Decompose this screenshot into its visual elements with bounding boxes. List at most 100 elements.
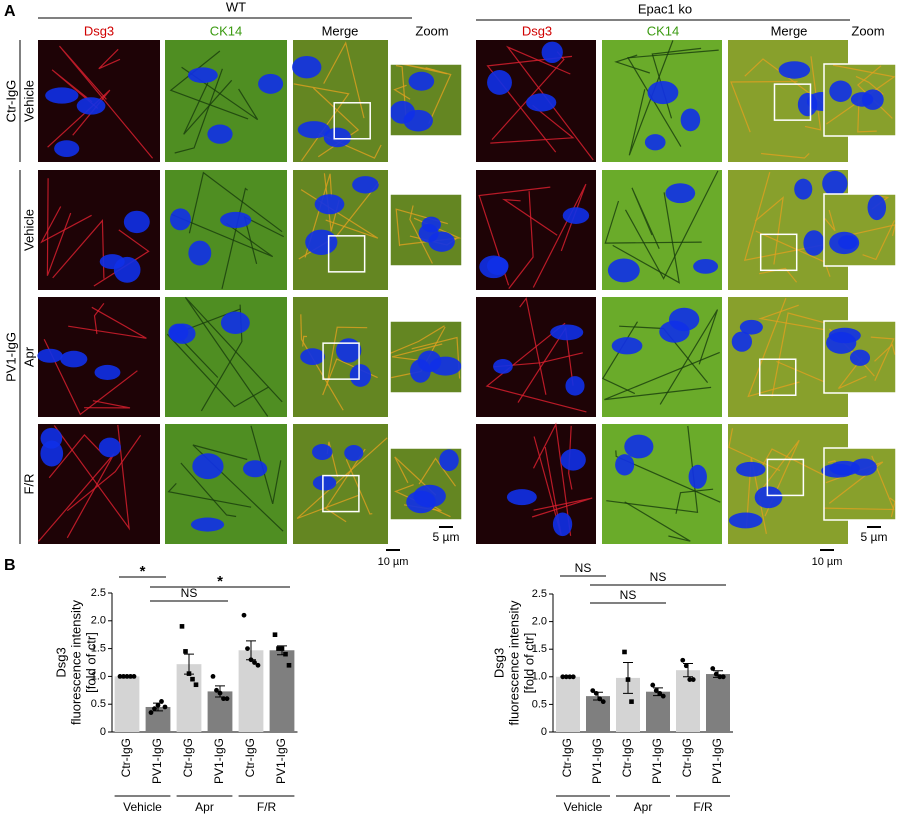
data-point (283, 651, 288, 657)
nucleus (754, 486, 783, 509)
micrograph-glow (165, 40, 287, 162)
nucleus (188, 240, 212, 266)
bar (706, 674, 730, 732)
cell-border (754, 196, 784, 265)
cell-border (47, 89, 111, 148)
cell-border (606, 425, 699, 513)
nucleus (323, 127, 352, 148)
nucleus (562, 207, 590, 224)
x-tick-label: Ctr-IgG (119, 738, 133, 777)
cell-border (743, 172, 834, 261)
nucleus (352, 176, 379, 194)
significance-label: NS (620, 588, 637, 602)
cell-border (40, 206, 92, 244)
nucleus (493, 359, 513, 374)
cell-border (824, 455, 895, 511)
data-point (131, 674, 137, 679)
cell-border (485, 322, 587, 413)
zoom-frame (823, 63, 897, 137)
cell-border (93, 302, 105, 335)
x-tick-label: PV1-IgG (274, 738, 288, 784)
nucleus (408, 71, 435, 91)
nucleus (526, 93, 557, 112)
y-axis-label: fluorescence intensity (68, 599, 83, 725)
y-tick-label: 0.5 (91, 698, 106, 710)
nucleus (300, 348, 325, 366)
y-tick-label: 2.5 (532, 588, 547, 600)
column-label: CK14 (647, 23, 680, 38)
group-label: F/R (693, 800, 713, 814)
y-axis-label: [fold of ctr] (521, 633, 536, 694)
y-tick-label: 0.5 (532, 698, 547, 710)
x-tick-label: PV1-IgG (710, 738, 724, 784)
nucleus (615, 454, 635, 476)
panel-label: A (4, 3, 16, 20)
cell-border (857, 65, 893, 119)
x-tick-label: PV1-IgG (650, 738, 664, 784)
nucleus (40, 427, 63, 449)
cell-border (326, 326, 368, 386)
nucleus (297, 121, 331, 139)
nucleus (312, 475, 337, 491)
nucleus (826, 331, 857, 354)
data-point (650, 682, 656, 688)
cell-border (568, 425, 573, 490)
x-tick-label: Ctr-IgG (243, 738, 257, 777)
y-tick-label: 1.0 (532, 671, 547, 683)
nucleus (190, 517, 225, 532)
data-point (221, 696, 226, 702)
nucleus (258, 73, 284, 94)
cell-border (394, 456, 437, 496)
cell-border (631, 187, 660, 249)
data-point (186, 671, 192, 676)
nucleus (565, 376, 585, 396)
data-point (224, 696, 230, 702)
data-point (183, 649, 188, 654)
data-point (653, 688, 659, 693)
data-point (155, 702, 161, 708)
cell-border (624, 170, 719, 280)
cell-border (169, 50, 249, 120)
row-label: F/R (21, 474, 36, 495)
cell-border (183, 79, 233, 135)
data-point (687, 677, 693, 682)
nucleus (220, 211, 252, 229)
data-point (152, 706, 157, 712)
row-group-label: PV1-IgG (3, 332, 18, 382)
data-point (560, 674, 566, 680)
cell-border (730, 80, 798, 133)
nucleus (123, 210, 150, 234)
nucleus (506, 489, 537, 506)
cell-border (728, 428, 781, 472)
roi-box (758, 358, 797, 396)
cell-border (862, 220, 896, 261)
x-tick-label: Ctr-IgG (620, 738, 634, 777)
cell-border (304, 173, 333, 258)
nucleus (794, 178, 813, 200)
nucleus (60, 350, 88, 368)
cell-border (302, 335, 308, 347)
cell-border (870, 336, 895, 381)
group-label: Apr (634, 800, 653, 814)
roi-box (327, 235, 366, 273)
cell-border (171, 213, 274, 258)
data-point (680, 657, 686, 663)
data-point (255, 662, 261, 668)
cell-border (166, 333, 269, 408)
cell-border (68, 306, 147, 339)
nucleus (207, 124, 233, 144)
row-label: Apr (21, 346, 36, 367)
data-point (210, 674, 216, 679)
data-point (148, 710, 154, 715)
cell-border (323, 41, 365, 119)
cell-border (296, 437, 388, 520)
data-point (162, 704, 168, 710)
column-label: Zoom (851, 23, 884, 38)
cell-border (180, 462, 237, 518)
cell-border (98, 48, 121, 70)
data-point (570, 674, 576, 680)
x-tick-label: PV1-IgG (212, 738, 226, 784)
cell-border (174, 68, 223, 154)
data-point (625, 677, 631, 682)
